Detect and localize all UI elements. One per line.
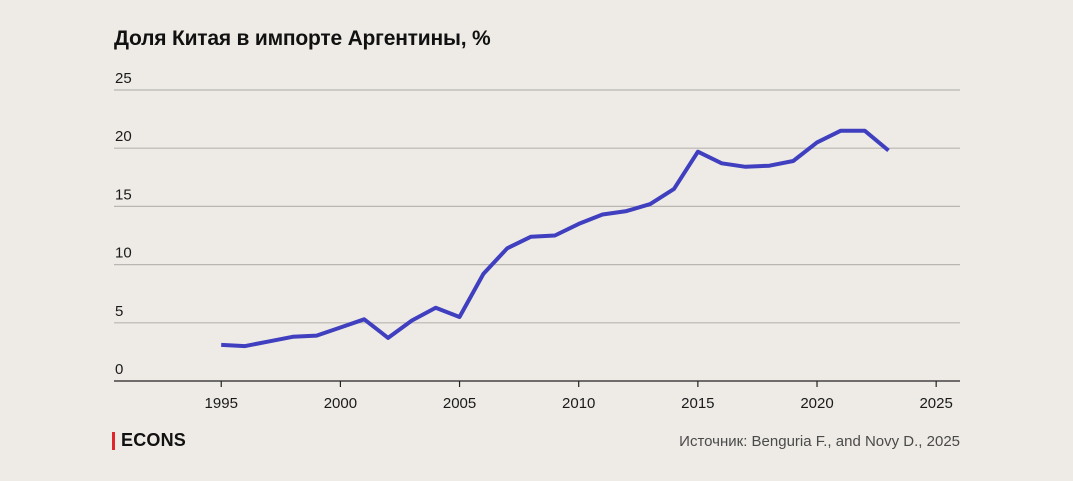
data-point-2005 (458, 315, 462, 319)
series-line-0 (221, 128, 890, 349)
x-tick-label: 1995 (205, 395, 238, 412)
data-point-2002 (386, 336, 390, 340)
data-point-1998 (291, 335, 295, 339)
data-point-2011 (601, 213, 605, 217)
data-point-2014 (672, 187, 676, 191)
data-point-2009 (553, 234, 557, 238)
y-tick-label: 20 (115, 128, 132, 145)
data-point-2020 (815, 140, 819, 144)
gridlines (114, 89, 960, 324)
source-note: Источник: Benguria F., and Novy D., 2025 (679, 433, 960, 450)
y-tick-label: 15 (115, 186, 132, 203)
data-point-2012 (624, 209, 628, 213)
data-point-2023 (887, 149, 891, 153)
data-point-2018 (767, 164, 771, 168)
data-point-2021 (839, 129, 843, 133)
data-point-2006 (481, 272, 485, 276)
x-tick-label: 2025 (919, 395, 952, 412)
brand-logo[interactable]: ECONS (112, 430, 186, 451)
data-point-2015 (696, 150, 700, 154)
series-group (219, 128, 891, 349)
data-point-1996 (243, 344, 247, 348)
data-point-2007 (505, 246, 509, 250)
brand-accent-bar (112, 431, 115, 450)
brand-name: ECONS (121, 430, 187, 450)
y-tick-label: 5 (115, 303, 123, 320)
data-point-2017 (744, 165, 748, 169)
data-point-1999 (315, 334, 319, 338)
data-point-2004 (434, 306, 438, 310)
y-tick-label: 25 (115, 70, 132, 87)
data-point-2022 (863, 129, 867, 133)
data-point-2001 (362, 317, 366, 321)
x-tick-label: 2010 (562, 395, 595, 412)
x-tick-label: 2005 (443, 395, 476, 412)
x-tick-label: 2020 (800, 395, 833, 412)
y-tick-label: 10 (115, 245, 132, 262)
x-tick-label: 2000 (324, 395, 357, 412)
data-point-2013 (648, 202, 652, 206)
data-point-2019 (791, 159, 795, 163)
y-axis-ticks: 0 5 10 15 20 25 (115, 70, 132, 378)
data-point-1995 (219, 343, 223, 347)
y-tick-label: 0 (115, 361, 123, 378)
x-tick-label: 2015 (681, 395, 714, 412)
data-point-1997 (267, 339, 271, 343)
data-point-2010 (577, 222, 581, 226)
x-axis: 1995 2000 2005 2010 2015 2020 2025 (114, 380, 960, 412)
data-point-2000 (338, 325, 342, 329)
chart-title: Доля Китая в импорте Аргентины, % (114, 27, 491, 50)
data-point-2008 (529, 235, 533, 239)
data-point-2016 (720, 161, 724, 165)
data-point-2003 (410, 318, 414, 322)
